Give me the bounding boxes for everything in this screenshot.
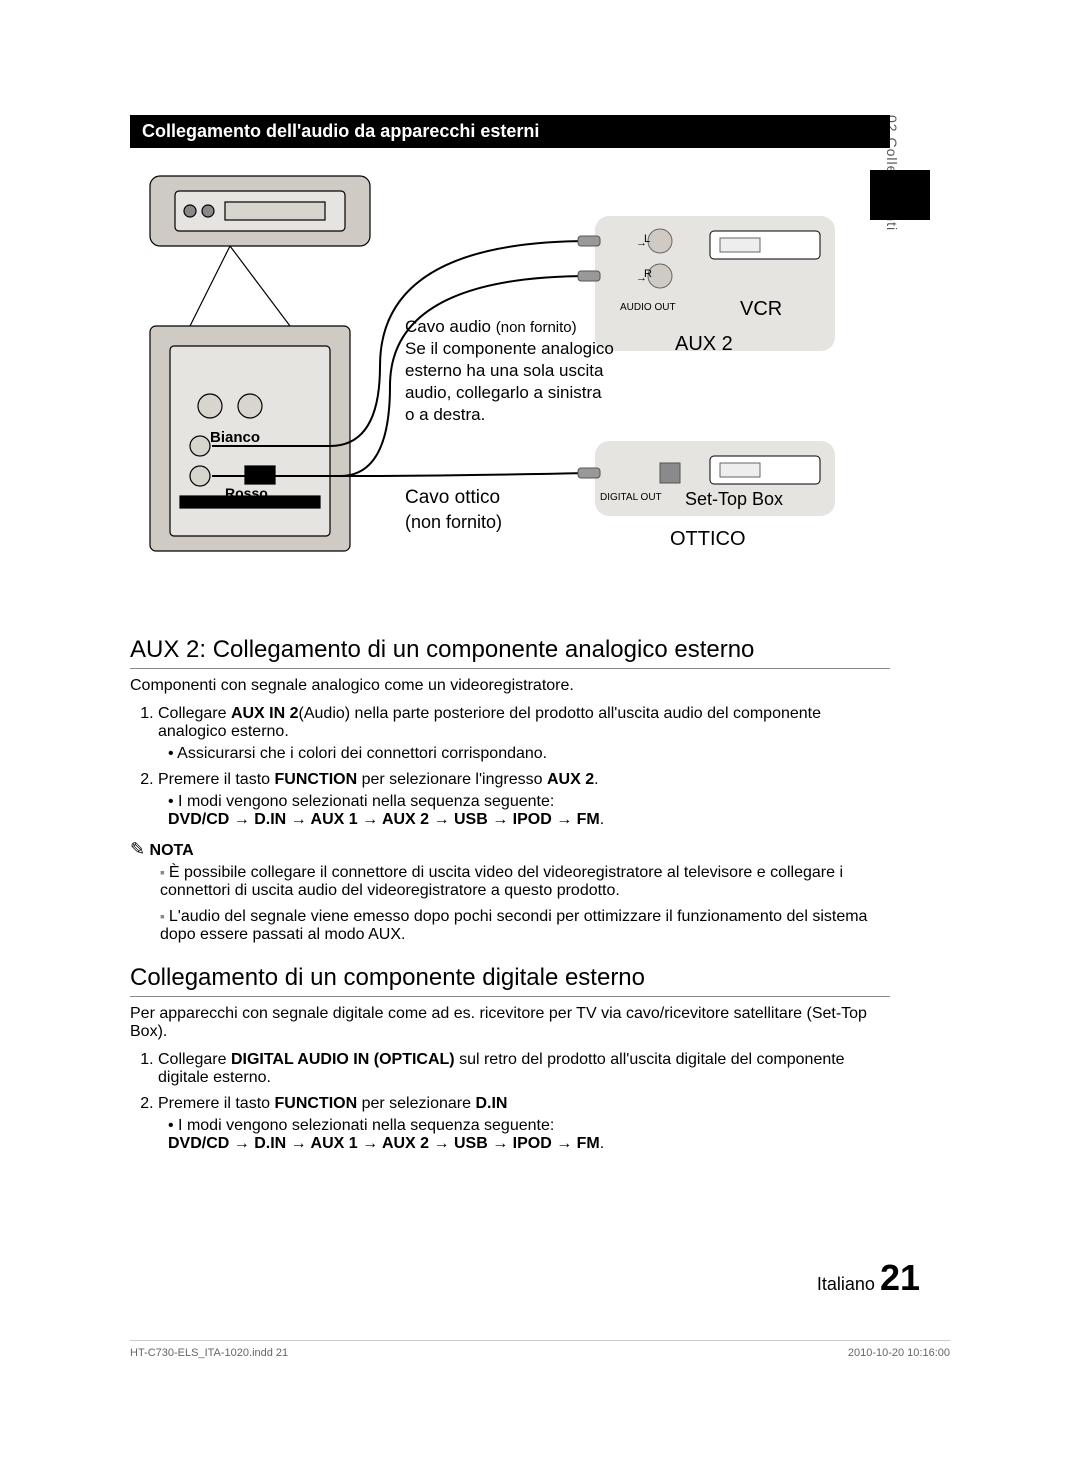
- note-2: L'audio del segnale viene emesso dopo po…: [160, 908, 890, 944]
- section2-step1: Collegare DIGITAL AUDIO IN (OPTICAL) sul…: [158, 1051, 890, 1087]
- jack-l: L: [644, 232, 650, 246]
- label-ottico: OTTICO: [670, 526, 746, 552]
- s1s2-sub: I modi vengono selezionati nella sequenz…: [168, 793, 890, 829]
- s1s1-b: AUX IN 2: [231, 705, 299, 722]
- label-vcr: VCR: [740, 296, 782, 322]
- s2-sequence: DVD/CD → D.IN → AUX 1 → AUX 2 → USB → IP…: [168, 1135, 600, 1152]
- label-aux2: AUX 2: [675, 331, 733, 357]
- print-left: HT-C730-ELS_ITA-1020.indd 21: [130, 1347, 288, 1359]
- section2-title: Collegamento di un componente digitale e…: [130, 964, 890, 997]
- s2s2-b2: D.IN: [475, 1095, 507, 1112]
- cavo-ottico-note: (non fornito): [405, 512, 502, 532]
- label-cavo-ottico: Cavo ottico (non fornito): [405, 486, 502, 534]
- cavo-audio-title: Cavo audio: [405, 317, 491, 336]
- s2s1-b: DIGITAL AUDIO IN (OPTICAL): [231, 1051, 455, 1068]
- s2s2-pre: Premere il tasto: [158, 1095, 274, 1112]
- nota-label: NOTA: [150, 842, 194, 859]
- jack-r: R: [644, 267, 652, 281]
- section1-step1: Collegare AUX IN 2(Audio) nella parte po…: [158, 705, 890, 763]
- label-digital-out: DIGITAL OUT: [600, 491, 662, 504]
- cavo-audio-note: (non fornito): [496, 319, 577, 336]
- page-content: Collegamento dell'audio da apparecchi es…: [130, 115, 890, 1161]
- footer-lang: Italiano: [817, 1274, 875, 1294]
- nota-row: ✎ NOTA: [130, 839, 890, 860]
- section1-steps: Collegare AUX IN 2(Audio) nella parte po…: [158, 705, 890, 829]
- s2s2-b1: FUNCTION: [274, 1095, 357, 1112]
- section1-step2: Premere il tasto FUNCTION per selezionar…: [158, 771, 890, 829]
- cavo-audio-body: Se il componente analogico esterno ha un…: [405, 339, 614, 424]
- s1s1-pre: Collegare: [158, 705, 231, 722]
- section1-notes: È possibile collegare il connettore di u…: [160, 864, 890, 944]
- s1-sequence: DVD/CD → D.IN → AUX 1 → AUX 2 → USB → IP…: [168, 811, 600, 828]
- cavo-ottico-title: Cavo ottico: [405, 487, 500, 508]
- section2-step2: Premere il tasto FUNCTION per selezionar…: [158, 1095, 890, 1153]
- s1s2-b2: AUX 2: [547, 771, 594, 788]
- footer-page: 21: [880, 1257, 920, 1298]
- s2s2-subtext: I modi vengono selezionati nella sequenz…: [178, 1117, 554, 1134]
- s2s2-sub: I modi vengono selezionati nella sequenz…: [168, 1117, 890, 1153]
- label-cavo-audio: Cavo audio (non fornito) Se il component…: [405, 316, 615, 426]
- s1s2-pre: Premere il tasto: [158, 771, 274, 788]
- label-bianco: Bianco: [210, 428, 260, 448]
- s1s2-b1: FUNCTION: [274, 771, 357, 788]
- header-bar: Collegamento dell'audio da apparecchi es…: [130, 115, 890, 148]
- s1s1-sub: Assicurarsi che i colori dei connettori …: [168, 745, 890, 763]
- s2s2-mid: per selezionare: [357, 1095, 475, 1112]
- label-rosso: Rosso: [225, 484, 268, 502]
- s2s1-pre: Collegare: [158, 1051, 231, 1068]
- section2-lead: Per apparecchi con segnale digitale come…: [130, 1005, 890, 1041]
- section1-title: AUX 2: Collegamento di un componente ana…: [130, 636, 890, 669]
- s1s2-mid: per selezionare l'ingresso: [357, 771, 547, 788]
- print-right: 2010-10-20 10:16:00: [848, 1347, 950, 1359]
- label-settop: Set-Top Box: [685, 488, 783, 511]
- connection-diagram: → → Bianco Rosso: [130, 166, 850, 606]
- s1s2-subtext: I modi vengono selezionati nella sequenz…: [178, 793, 554, 810]
- nota-icon: ✎: [130, 839, 145, 859]
- s1s2-post: .: [594, 771, 598, 788]
- label-audio-out: AUDIO OUT: [620, 301, 676, 314]
- page-footer: Italiano 21: [817, 1257, 920, 1299]
- print-footer: HT-C730-ELS_ITA-1020.indd 21 2010-10-20 …: [130, 1340, 950, 1359]
- section2-steps: Collegare DIGITAL AUDIO IN (OPTICAL) sul…: [158, 1051, 890, 1153]
- section1-lead: Componenti con segnale analogico come un…: [130, 677, 890, 695]
- note-1: È possibile collegare il connettore di u…: [160, 864, 890, 900]
